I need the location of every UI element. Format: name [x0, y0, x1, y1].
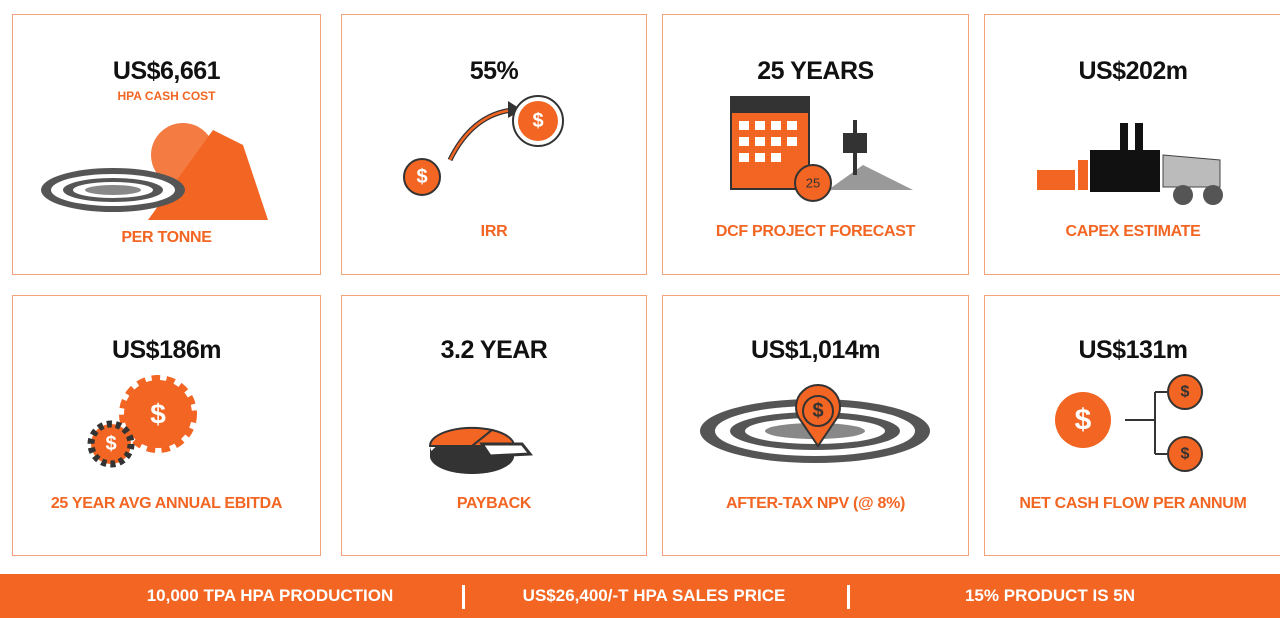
metric-value: US$6,661 [112, 57, 221, 85]
coin-symbol: $ [150, 399, 166, 430]
metric-value: 55% [469, 57, 519, 85]
metric-card: 25 YEARS 25 DCF PROJECT FORECAST [662, 14, 969, 275]
metric-label: DCF PROJECT FORECAST [715, 223, 916, 240]
coin-symbol: $ [1181, 384, 1190, 401]
icon-mine [41, 123, 268, 220]
metric-card: US$202m CAPEX ESTIMATE [984, 14, 1280, 275]
banner: 10,000 TPA HPA PRODUCTION US$26,400/-T H… [0, 574, 1280, 618]
icon-number: 25 [806, 176, 820, 191]
metric-card: US$131m $ $ $ NET CASH FLOW PER ANNUM [984, 295, 1280, 556]
banner-item: US$26,400/-T HPA SALES PRICE [522, 586, 786, 605]
icon-location: $ [700, 384, 930, 463]
coin-symbol: $ [1075, 404, 1092, 437]
metric-value: 3.2 YEAR [440, 336, 548, 364]
icon-gears: $ $ [87, 375, 197, 468]
metric-card: US$6,661 HPA CASH COST PER TONNE [12, 14, 321, 275]
metric-value: US$1,014m [751, 336, 880, 364]
metric-label: IRR [480, 223, 508, 240]
coin-symbol: $ [416, 166, 427, 188]
icon-growth: $ $ [403, 95, 564, 196]
coin-symbol: $ [1181, 446, 1190, 463]
icon-calendar: 25 [730, 96, 913, 202]
icon-pie [428, 426, 534, 474]
banner-item: 10,000 TPA HPA PRODUCTION [146, 586, 394, 605]
metric-card: US$186m $ $ 25 YEAR AVG ANNUAL EBITDA [12, 295, 321, 556]
metric-card: 3.2 YEAR PAYBACK [341, 295, 647, 556]
separator [847, 585, 850, 609]
metric-value: US$202m [1078, 57, 1188, 85]
coin-symbol: $ [532, 110, 543, 132]
metric-label: PAYBACK [456, 495, 532, 512]
metric-label: 25 YEAR AVG ANNUAL EBITDA [50, 495, 283, 512]
metric-card: 55% $ $ IRR [341, 14, 647, 275]
metric-label: NET CASH FLOW PER ANNUM [1019, 495, 1247, 512]
metric-label: CAPEX ESTIMATE [1065, 223, 1201, 240]
metric-value: US$131m [1078, 336, 1188, 364]
banner-item: 15% PRODUCT IS 5N [964, 586, 1136, 605]
metric-sublabel: HPA CASH COST [117, 89, 216, 103]
metric-label: PER TONNE [121, 229, 212, 246]
icon-cashflow: $ $ $ [1055, 374, 1203, 472]
metric-card: US$1,014m $ AFTER-TAX NPV (@ 8%) [662, 295, 969, 556]
metric-value: US$186m [111, 336, 222, 364]
coin-symbol: $ [812, 400, 823, 422]
metric-label: AFTER-TAX NPV (@ 8%) [725, 495, 906, 512]
coin-symbol: $ [105, 433, 116, 455]
icon-factory [1037, 123, 1223, 205]
separator [462, 585, 465, 609]
metric-value: 25 YEARS [757, 57, 874, 85]
